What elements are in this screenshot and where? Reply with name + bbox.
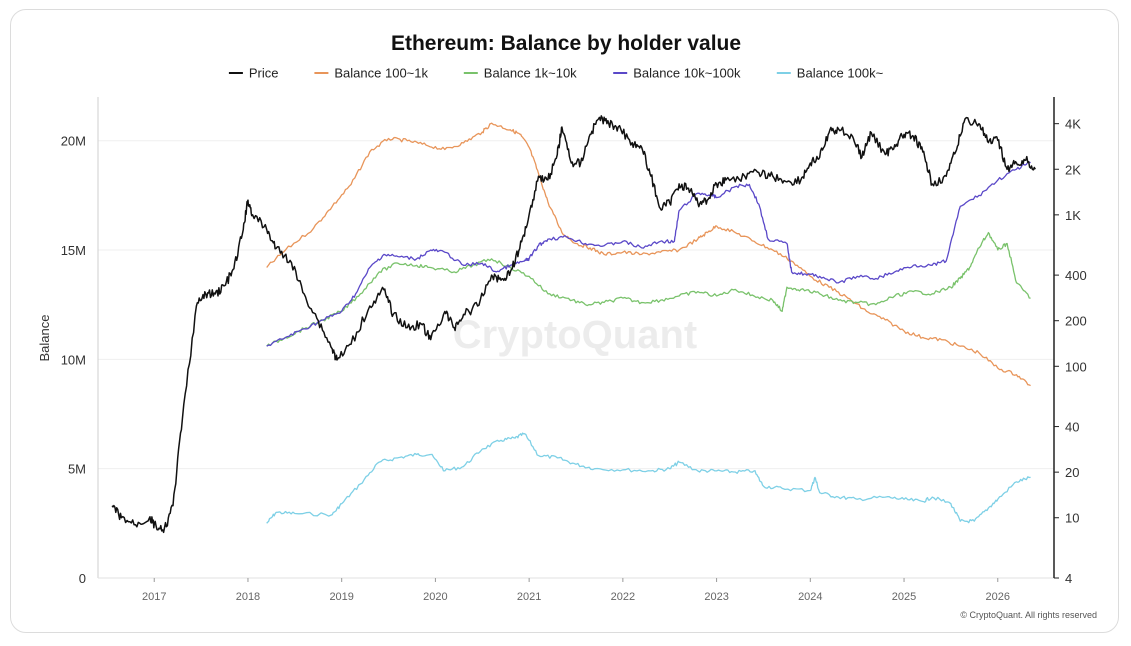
legend-item[interactable]: Balance 100k~	[776, 66, 884, 81]
right-tick-label: 20	[1065, 465, 1079, 480]
left-tick-label: 20M	[61, 134, 86, 149]
left-tick-label: 5M	[68, 462, 86, 477]
x-tick-label: 2018	[236, 591, 260, 603]
legend-item[interactable]: Balance 10k~100k	[613, 66, 741, 81]
watermark: CryptoQuant	[453, 313, 697, 357]
right-tick-label: 400	[1065, 268, 1087, 283]
right-axis: 4 10 20 40 100 200 400 1K 2K 4K	[1053, 97, 1087, 586]
x-tick-label: 2022	[611, 591, 635, 603]
series-line-balance-100-1k	[266, 122, 1031, 387]
copyright: © CryptoQuant. All rights reserved	[960, 610, 1097, 620]
x-tick-label: 2021	[517, 591, 541, 603]
x-tick-label: 2025	[892, 591, 916, 603]
y-axis-label: Balance	[37, 315, 52, 362]
right-tick-label: 4K	[1065, 117, 1081, 132]
grid	[98, 140, 1054, 470]
chart-title: Ethereum: Balance by holder value	[391, 32, 741, 55]
legend-item[interactable]: Price	[228, 66, 279, 81]
x-tick-label: 2023	[704, 591, 728, 603]
series-line-balance-1k-10k	[266, 231, 1031, 347]
x-tick-label: 2026	[986, 591, 1010, 603]
x-axis: 2017 2018 2019 2020 2021 2022 2023 2024 2025 2026	[142, 578, 1010, 603]
left-axis: 0 5M 10M 15M 20M	[61, 97, 1054, 586]
series-line-balance-10k-100k	[266, 161, 1031, 347]
legend-item[interactable]: Balance 100~1k	[314, 66, 429, 81]
series-group	[111, 115, 1036, 534]
legend-label: Balance 100k~	[797, 66, 884, 81]
right-tick-label: 4	[1065, 571, 1072, 586]
right-tick-label: 40	[1065, 420, 1079, 435]
series-line-balance-100k-	[266, 432, 1031, 524]
legend-label: Balance 10k~100k	[633, 66, 741, 81]
legend-label: Balance 100~1k	[334, 66, 428, 81]
left-tick-label: 15M	[61, 243, 86, 258]
legend: Price Balance 100~1k Balance 1k~10k Balance…	[228, 66, 884, 81]
series-line-price	[111, 115, 1036, 534]
x-tick-label: 2020	[423, 591, 447, 603]
x-tick-label: 2024	[798, 591, 822, 603]
legend-label: Price	[249, 66, 279, 81]
right-tick-label: 100	[1065, 359, 1087, 374]
right-tick-label: 1K	[1065, 208, 1081, 223]
x-tick-label: 2017	[142, 591, 166, 603]
right-tick-label: 200	[1065, 314, 1087, 329]
left-tick-label: 0	[79, 571, 86, 586]
right-tick-label: 10	[1065, 511, 1079, 526]
left-tick-label: 10M	[61, 352, 86, 367]
right-tick-label: 2K	[1065, 162, 1081, 177]
legend-item[interactable]: Balance 1k~10k	[463, 66, 577, 81]
x-tick-label: 2019	[329, 591, 353, 603]
legend-label: Balance 1k~10k	[484, 66, 577, 81]
